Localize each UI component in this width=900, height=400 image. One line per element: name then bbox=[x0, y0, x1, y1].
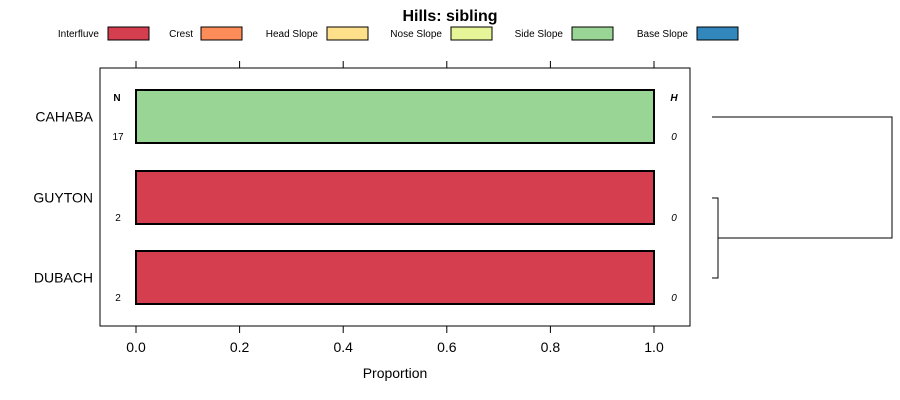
plot-frame bbox=[99, 67, 691, 327]
dendrogram-branch-root bbox=[712, 116, 893, 239]
x-tick-label: 0.0 bbox=[126, 339, 146, 355]
legend-swatch bbox=[450, 26, 493, 41]
row-label: GUYTON bbox=[33, 190, 93, 206]
row-label: CAHABA bbox=[35, 109, 93, 125]
bar-segment bbox=[135, 170, 655, 225]
legend-swatch bbox=[326, 26, 369, 41]
x-tick-label: 0.2 bbox=[230, 339, 250, 355]
x-tick-label: 0.6 bbox=[437, 339, 457, 355]
x-tick-label: 0.8 bbox=[541, 339, 561, 355]
legend-label: Side Slope bbox=[515, 29, 564, 40]
x-axis-title: Proportion bbox=[363, 365, 428, 381]
h-value: 0 bbox=[671, 213, 677, 224]
h-value: 0 bbox=[671, 132, 677, 143]
row-label: DUBACH bbox=[34, 270, 93, 286]
dendrogram bbox=[712, 116, 893, 279]
bar-segment bbox=[135, 250, 655, 305]
legend-swatch bbox=[571, 26, 614, 41]
legend-label: Nose Slope bbox=[390, 29, 442, 40]
legend-swatch bbox=[200, 26, 243, 41]
n-value: 2 bbox=[115, 293, 121, 304]
h-value: 0 bbox=[671, 293, 677, 304]
legend-label: Base Slope bbox=[637, 29, 689, 40]
legend-swatch bbox=[696, 26, 739, 41]
chart-title: Hills: sibling bbox=[402, 8, 497, 25]
x-tick-label: 1.0 bbox=[644, 339, 664, 355]
legend-label: Crest bbox=[169, 29, 193, 40]
legend-label: Head Slope bbox=[266, 29, 319, 40]
top-axis bbox=[135, 61, 655, 68]
n-value: 2 bbox=[115, 213, 121, 224]
legend-label: Interfluve bbox=[58, 29, 100, 40]
bar-segment bbox=[135, 89, 655, 144]
n-value: 17 bbox=[112, 132, 124, 143]
bar-rows: CAHABA 17 0 GUYTON 2 0 DUBACH 2 0 bbox=[33, 89, 677, 305]
x-tick-label: 0.4 bbox=[333, 339, 353, 355]
x-axis: 0.0 0.2 0.4 0.6 0.8 1.0 bbox=[126, 326, 664, 355]
legend-swatch bbox=[107, 26, 150, 41]
h-column-header: H bbox=[670, 93, 678, 104]
legend: Interfluve Crest Head Slope Nose Slope Side … bbox=[58, 26, 739, 41]
n-column-header: N bbox=[113, 93, 120, 104]
dendrogram-branch-guyton-dubach bbox=[712, 197, 719, 279]
